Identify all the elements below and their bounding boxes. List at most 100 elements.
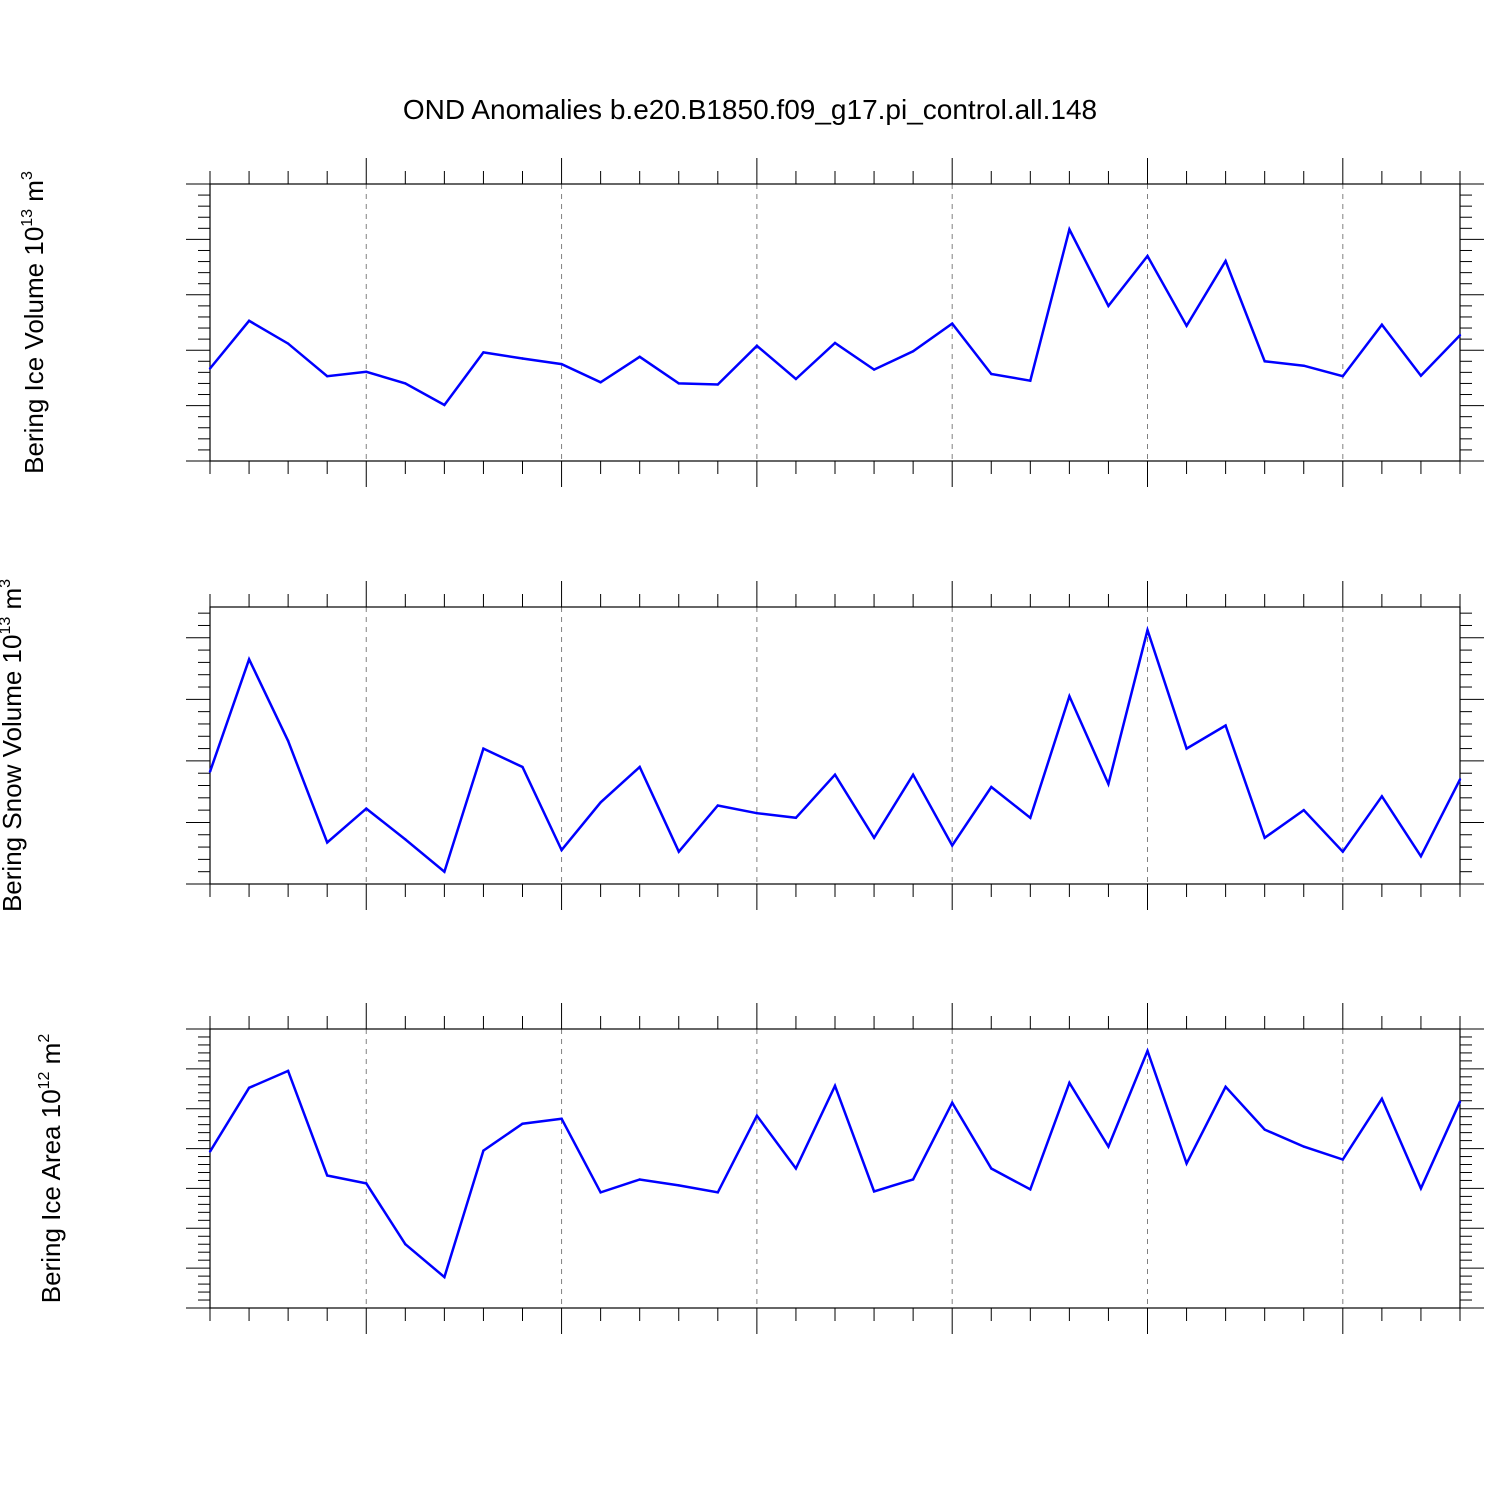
data-point xyxy=(365,370,368,374)
data-point xyxy=(560,1117,563,1120)
data-point xyxy=(482,747,485,750)
data-point xyxy=(833,773,837,776)
data-point xyxy=(990,372,993,376)
data-point xyxy=(1146,1049,1149,1053)
data-point xyxy=(990,1167,993,1170)
data-point xyxy=(794,1167,798,1170)
data-point xyxy=(1380,323,1384,326)
data-point xyxy=(599,381,602,384)
data-point xyxy=(990,785,993,789)
data-point xyxy=(755,812,759,815)
data-point xyxy=(1302,364,1305,367)
data-point xyxy=(208,1150,212,1153)
data-point xyxy=(1029,816,1032,820)
data-point xyxy=(1029,379,1032,382)
data-point xyxy=(208,770,212,773)
data-point xyxy=(1263,836,1266,840)
data-point xyxy=(560,848,563,852)
data-point xyxy=(677,382,680,385)
data-point xyxy=(1263,360,1266,363)
data-point xyxy=(716,1191,720,1194)
data-point xyxy=(716,383,720,386)
data-point xyxy=(325,841,329,844)
data-point xyxy=(443,1275,446,1279)
data-point xyxy=(1419,374,1423,377)
data-point xyxy=(599,801,602,804)
data-point xyxy=(1068,228,1071,231)
y-axis-label-exponent: 13 xyxy=(0,617,14,635)
data-point xyxy=(1341,375,1345,378)
data-point xyxy=(1458,1100,1462,1103)
data-point xyxy=(1107,1145,1110,1148)
data-point xyxy=(1185,747,1188,750)
plot-frame xyxy=(209,1028,1461,1309)
data-point xyxy=(1029,1188,1032,1191)
data-point xyxy=(1107,304,1110,308)
panel-1: Bering Ice Volume 1013 m3 xyxy=(19,158,1484,487)
plot-frame xyxy=(209,606,1461,885)
data-point xyxy=(325,1174,329,1177)
data-point xyxy=(1068,695,1071,698)
data-point xyxy=(1224,259,1227,263)
data-point xyxy=(1185,1162,1188,1165)
data-point xyxy=(1302,1145,1305,1148)
data-point xyxy=(794,816,798,820)
data-point xyxy=(1068,1081,1071,1085)
data-point xyxy=(1458,334,1462,337)
data-point xyxy=(482,1149,485,1152)
series-line xyxy=(209,225,1461,407)
data-point xyxy=(1458,778,1462,781)
y-axis-label-unit: m xyxy=(0,588,27,617)
y-axis-label-exponent: 13 xyxy=(19,209,36,227)
data-point xyxy=(1380,1097,1384,1100)
data-point xyxy=(521,357,524,360)
y-axis-label-text: Bering Snow Volume 10 xyxy=(0,635,27,913)
plot-frame xyxy=(209,183,1461,462)
data-point xyxy=(286,342,290,345)
y-axis-label-exponent: 12 xyxy=(36,1071,53,1089)
y-axis-label-unit: m xyxy=(19,180,49,209)
data-point xyxy=(794,377,798,381)
y-axis-label: Bering Ice Area 1012 m2 xyxy=(36,1034,66,1304)
data-point xyxy=(872,1190,876,1193)
data-point xyxy=(1341,850,1345,853)
data-point xyxy=(638,765,641,769)
data-point xyxy=(443,870,446,873)
data-point xyxy=(950,1101,954,1104)
data-point xyxy=(1146,628,1149,632)
y-axis-label-unit: m xyxy=(36,1043,66,1072)
data-point xyxy=(677,850,680,853)
data-point xyxy=(872,836,876,840)
data-point xyxy=(247,1086,251,1089)
data-point xyxy=(1263,1128,1266,1131)
data-point xyxy=(950,322,954,325)
y-axis-label-unit-exponent: 2 xyxy=(36,1034,53,1043)
data-point xyxy=(1185,324,1188,328)
y-axis-label: Bering Ice Volume 1013 m3 xyxy=(19,171,49,474)
data-point xyxy=(1224,724,1227,727)
data-point xyxy=(208,367,212,370)
data-point xyxy=(950,844,954,847)
data-point xyxy=(521,765,524,769)
data-point xyxy=(560,362,563,366)
y-axis-label-text: Bering Ice Volume 10 xyxy=(19,227,49,474)
data-point xyxy=(1419,855,1423,858)
data-point xyxy=(247,658,251,661)
chart-title: OND Anomalies b.e20.B1850.f09_g17.pi_con… xyxy=(403,94,1097,125)
data-point xyxy=(404,838,407,841)
y-axis-label-text: Bering Ice Area 10 xyxy=(36,1089,66,1303)
data-point xyxy=(1146,254,1149,258)
data-point xyxy=(638,355,641,359)
data-point xyxy=(716,804,720,807)
data-point xyxy=(872,368,876,371)
panel-2: Bering Snow Volume 1013 m3 xyxy=(0,579,1484,912)
data-point xyxy=(482,351,485,354)
data-point xyxy=(755,1114,759,1117)
data-point xyxy=(638,1178,641,1181)
data-point xyxy=(1224,1085,1227,1088)
panel-3: Bering Ice Area 1012 m2 xyxy=(36,1003,1484,1334)
data-point xyxy=(1419,1187,1423,1190)
data-point xyxy=(443,403,446,407)
y-axis-label-unit-exponent: 3 xyxy=(0,579,14,588)
